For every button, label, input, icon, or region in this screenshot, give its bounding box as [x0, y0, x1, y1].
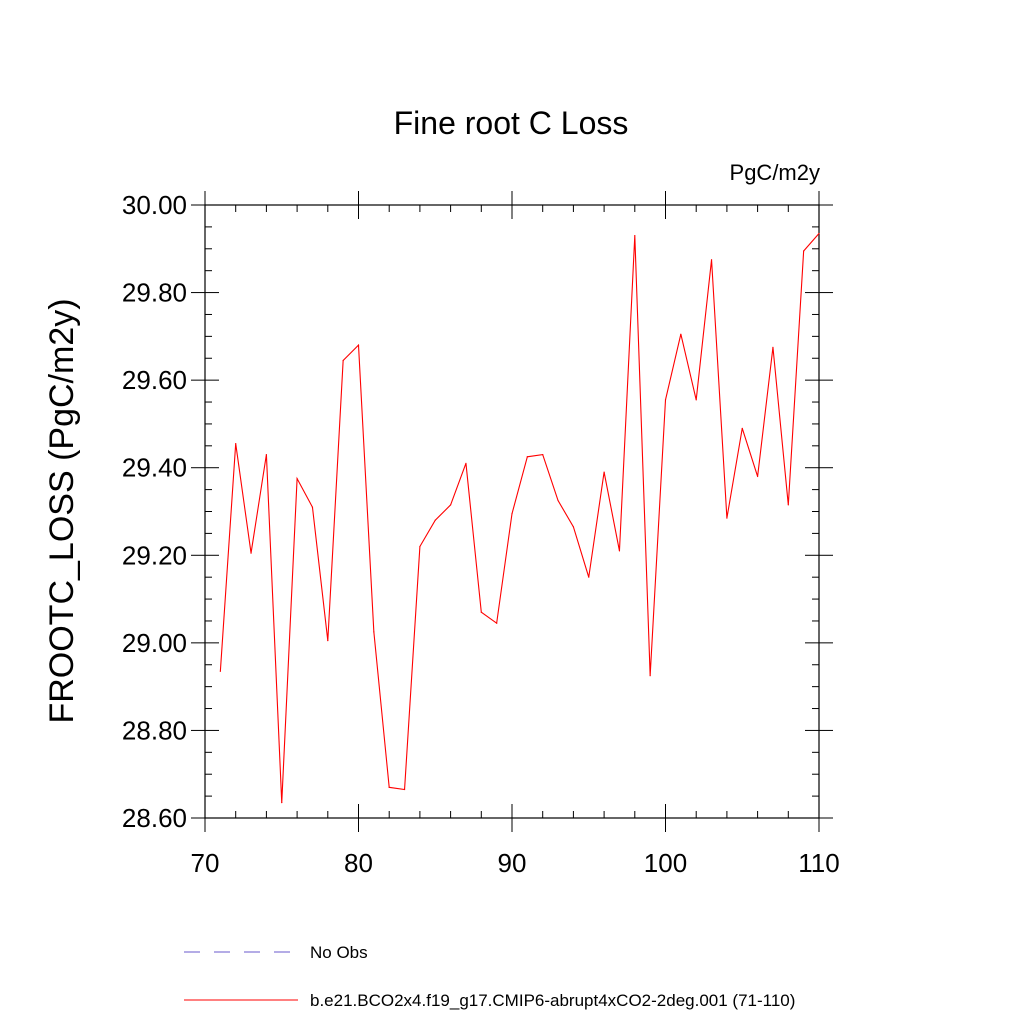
data-point [803, 250, 805, 252]
data-point [649, 675, 651, 677]
data-point [465, 462, 467, 464]
data-point [526, 456, 528, 458]
x-tick-label: 100 [644, 848, 687, 878]
data-point [664, 399, 667, 401]
data-point [542, 453, 544, 456]
data-point [219, 670, 221, 672]
data-point [450, 504, 452, 506]
axis-ticks [191, 191, 833, 832]
x-tick-label: 110 [798, 848, 839, 878]
y-tick-label: 29.60 [122, 365, 187, 395]
data-point [772, 346, 774, 348]
data-point [480, 611, 482, 613]
data-point [818, 232, 820, 235]
data-point [787, 504, 789, 506]
x-tick-label: 90 [498, 848, 527, 878]
y-tick-label: 30.00 [122, 190, 187, 220]
y-tick-label: 29.80 [122, 278, 187, 308]
y-tick-label: 28.80 [122, 715, 187, 745]
data-point [511, 513, 513, 515]
data-point [388, 786, 390, 788]
data-point [373, 631, 375, 633]
x-tick-label: 80 [344, 848, 373, 878]
series-group [219, 232, 820, 804]
data-point [618, 550, 621, 552]
data-point [327, 640, 329, 642]
data-point [403, 788, 406, 791]
data-point [741, 427, 743, 429]
data-point [695, 399, 697, 401]
y-tick-label: 28.60 [122, 803, 187, 833]
data-point [710, 259, 713, 261]
data-point [634, 235, 636, 237]
data-point [603, 471, 605, 473]
data-point [496, 622, 498, 624]
data-point [357, 344, 360, 346]
data-point [250, 552, 252, 554]
data-point [726, 517, 728, 519]
legend-label: No Obs [310, 943, 368, 962]
data-point [680, 333, 682, 335]
y-tick-label: 29.40 [122, 453, 187, 483]
data-point [757, 475, 759, 478]
data-point [296, 478, 298, 480]
axis-tick-labels: 70 80 90 100 110 28.60 28.80 29.00 29.20 29.40 29.… [122, 190, 840, 878]
data-point [342, 359, 344, 362]
data-point [265, 453, 267, 456]
chart-title: Fine root C Loss [394, 105, 629, 141]
legend-label: b.e21.BCO2x4.f19_g17.CMIP6-abrupt4xCO2-2… [310, 991, 795, 1010]
data-point [557, 499, 559, 502]
series-line [219, 233, 820, 803]
data-point [572, 526, 575, 528]
data-point [311, 506, 314, 508]
units-label: PgC/m2y [730, 160, 820, 185]
data-point [588, 576, 590, 578]
y-tick-label: 29.20 [122, 540, 187, 570]
data-point [281, 802, 283, 804]
y-axis-label: FROOTC_LOSS (PgC/m2y) [43, 298, 81, 723]
data-point [434, 519, 436, 521]
y-tick-label: 29.00 [122, 628, 187, 658]
data-point [235, 443, 237, 445]
x-tick-label: 70 [191, 848, 220, 878]
data-point [419, 545, 421, 548]
legend: No Obs b.e21.BCO2x4.f19_g17.CMIP6-abrupt4… [184, 943, 795, 1010]
